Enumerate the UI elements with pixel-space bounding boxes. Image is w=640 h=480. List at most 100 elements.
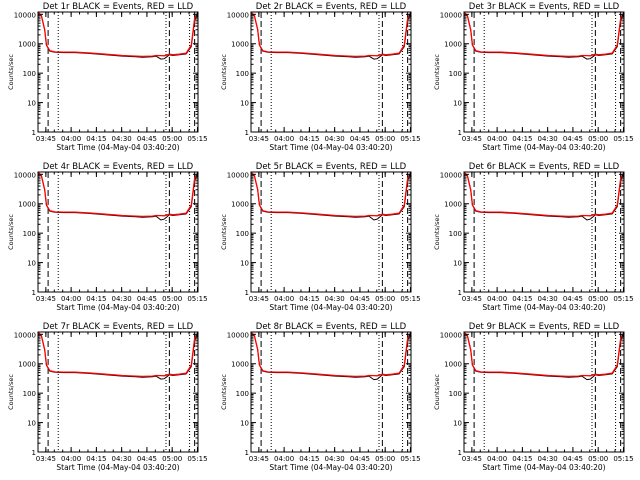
x-tick-label: 04:30 (112, 295, 132, 303)
y-tick-label: 1000 (231, 201, 249, 209)
panel-det-3: Det 3r BLACK = Events, RED = LLD 1 10 100 10… (433, 2, 634, 152)
x-tick-label: 04:45 (350, 135, 370, 143)
series-line-lld (251, 172, 411, 218)
panel-det-6: Det 6r BLACK = Events, RED = LLD 1 10 100 10… (433, 162, 634, 312)
x-tick-label: 04:15 (86, 455, 106, 463)
x-tick-label: 04:15 (512, 135, 532, 143)
x-tick-label: 05:15 (187, 135, 207, 143)
y-axis-label: Counts/sec (7, 214, 15, 250)
panel-title: Det 9r BLACK = Events, RED = LLD (469, 322, 620, 332)
x-tick-label: 04:00 (274, 135, 294, 143)
plot-frame (37, 11, 199, 133)
x-axis-label: Start Time (04-May-04 03:40:20) (482, 143, 605, 152)
panel-title: Det 5r BLACK = Events, RED = LLD (256, 162, 407, 172)
panel-title: Det 1r BLACK = Events, RED = LLD (43, 2, 194, 12)
series-line-events (464, 172, 624, 221)
y-tick-label: 1 (32, 289, 36, 297)
y-tick-label: 10000 (227, 171, 249, 179)
panel-title: Det 3r BLACK = Events, RED = LLD (469, 2, 620, 12)
y-tick-label: 100 (449, 70, 462, 78)
x-tick-label: 03:45 (462, 295, 482, 303)
y-tick-label: 10 (27, 100, 36, 108)
x-tick-label: 04:00 (487, 135, 507, 143)
x-tick-label: 04:00 (487, 455, 507, 463)
y-axis-label: Counts/sec (433, 214, 441, 250)
y-tick-label: 1000 (444, 201, 462, 209)
y-tick-label: 1000 (444, 361, 462, 369)
x-tick-label: 04:45 (350, 295, 370, 303)
x-tick-label: 04:30 (112, 455, 132, 463)
y-tick-label: 100 (236, 230, 249, 238)
x-tick-label: 05:00 (375, 295, 395, 303)
panel-det-2: Det 2r BLACK = Events, RED = LLD 1 10 100 10… (220, 2, 421, 152)
y-tick-label: 10000 (14, 11, 36, 19)
x-tick-label: 05:15 (400, 135, 420, 143)
x-tick-label: 03:45 (36, 295, 56, 303)
x-tick-label: 04:00 (61, 295, 81, 303)
series-line-lld (38, 172, 198, 218)
x-tick-label: 05:15 (187, 455, 207, 463)
series-line-lld (38, 332, 198, 378)
y-tick-label: 10000 (440, 11, 462, 19)
x-tick-label: 05:00 (588, 135, 608, 143)
panel-title: Det 7r BLACK = Events, RED = LLD (43, 322, 194, 332)
x-tick-label: 04:45 (563, 135, 583, 143)
y-tick-label: 10000 (227, 11, 249, 19)
y-tick-label: 100 (449, 390, 462, 398)
y-tick-label: 1000 (444, 41, 462, 49)
x-tick-label: 03:45 (462, 135, 482, 143)
plot-frame (250, 331, 412, 453)
x-axis-label: Start Time (04-May-04 03:40:20) (56, 303, 179, 312)
x-tick-label: 04:15 (512, 295, 532, 303)
y-tick-label: 10000 (440, 171, 462, 179)
y-tick-label: 1 (458, 449, 462, 457)
x-tick-label: 03:45 (249, 455, 269, 463)
series-line-lld (251, 12, 411, 58)
plot-frame (250, 11, 412, 133)
x-tick-label: 03:45 (36, 135, 56, 143)
y-tick-label: 10 (453, 100, 462, 108)
y-tick-label: 100 (23, 390, 36, 398)
x-tick-label: 04:15 (299, 455, 319, 463)
y-tick-label: 1 (245, 289, 249, 297)
series-line-events (38, 172, 198, 221)
x-tick-label: 05:00 (588, 295, 608, 303)
x-tick-label: 04:45 (563, 455, 583, 463)
y-tick-label: 100 (449, 230, 462, 238)
x-tick-label: 05:15 (613, 295, 633, 303)
x-tick-label: 04:30 (325, 455, 345, 463)
x-tick-label: 04:15 (86, 295, 106, 303)
y-tick-label: 10 (27, 420, 36, 428)
x-tick-label: 04:00 (61, 455, 81, 463)
y-tick-label: 1 (458, 289, 462, 297)
x-tick-label: 05:00 (375, 455, 395, 463)
y-tick-label: 100 (23, 230, 36, 238)
x-tick-label: 04:15 (512, 455, 532, 463)
y-tick-label: 1 (458, 129, 462, 137)
panel-det-4: Det 4r BLACK = Events, RED = LLD 1 10 100 10… (7, 162, 208, 312)
panel-det-1: Det 1r BLACK = Events, RED = LLD 1 10 100 10… (7, 2, 208, 152)
x-tick-label: 05:15 (400, 295, 420, 303)
x-tick-label: 04:30 (325, 295, 345, 303)
series-line-lld (464, 172, 624, 218)
y-tick-label: 10 (240, 260, 249, 268)
panel-title: Det 2r BLACK = Events, RED = LLD (256, 2, 407, 12)
y-tick-label: 100 (23, 70, 36, 78)
y-tick-label: 1 (32, 129, 36, 137)
y-tick-label: 10 (453, 420, 462, 428)
x-tick-label: 04:45 (137, 455, 157, 463)
y-tick-label: 10 (240, 420, 249, 428)
x-tick-label: 05:15 (187, 295, 207, 303)
panel-det-9: Det 9r BLACK = Events, RED = LLD 1 10 100 10… (433, 322, 634, 472)
y-axis-label: Counts/sec (7, 374, 15, 410)
y-tick-label: 10000 (14, 331, 36, 339)
x-tick-label: 04:00 (274, 295, 294, 303)
x-tick-label: 05:00 (162, 135, 182, 143)
panel-det-8: Det 8r BLACK = Events, RED = LLD 1 10 100 10… (220, 322, 421, 472)
x-tick-label: 03:45 (249, 295, 269, 303)
x-tick-label: 05:00 (162, 295, 182, 303)
plot-frame (250, 171, 412, 293)
series-line-lld (464, 332, 624, 378)
x-axis-label: Start Time (04-May-04 03:40:20) (482, 463, 605, 472)
